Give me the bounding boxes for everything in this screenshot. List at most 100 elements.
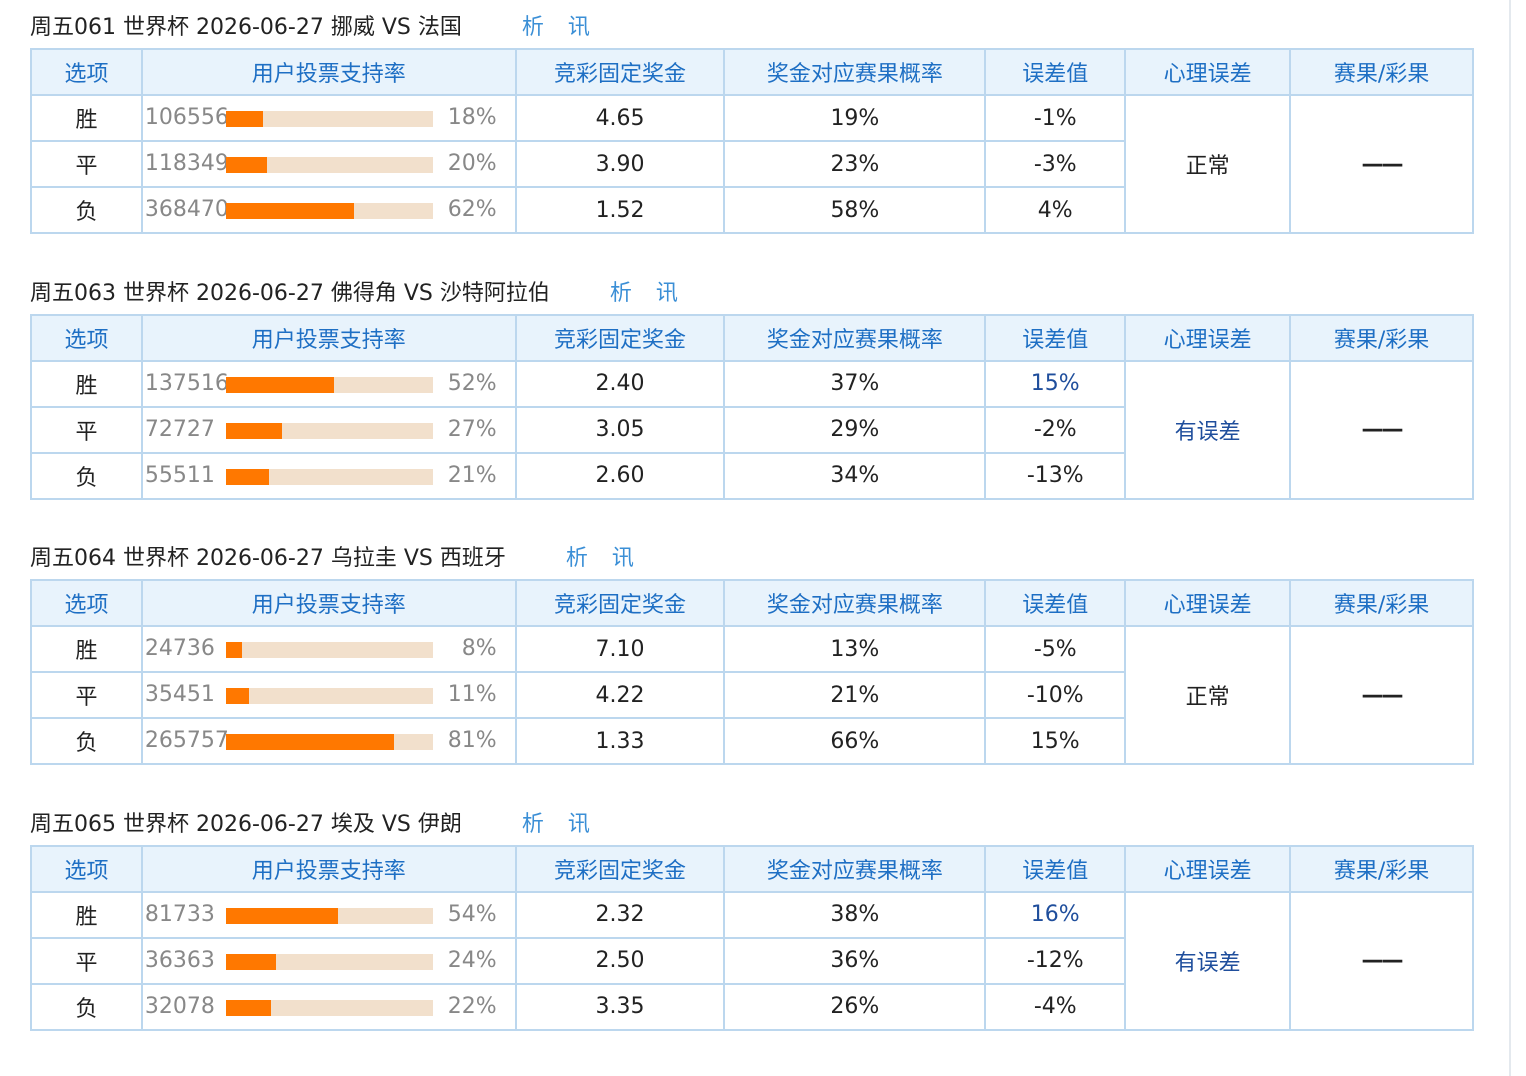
- support-percent: 27%: [447, 416, 497, 442]
- odds-cell: 4.22: [514, 671, 726, 719]
- support-percent: 20%: [447, 151, 497, 176]
- error-cell: 15%: [984, 717, 1127, 765]
- option-cell: 平: [30, 936, 143, 985]
- support-bar: [225, 111, 264, 127]
- header-cell: 误差值: [984, 48, 1127, 96]
- support-cell: 368470 62%: [140, 186, 517, 234]
- header-cell: 赛果/彩果: [1289, 579, 1474, 627]
- match-title-text: 周五063 世界杯 2026-06-27 佛得角 VS 沙特阿拉伯: [30, 280, 550, 306]
- vote-count: 35451: [144, 682, 215, 707]
- psych-cell: 有误差: [1124, 890, 1292, 1031]
- header-cell: 选项: [30, 844, 143, 893]
- analysis-link[interactable]: 析: [521, 811, 544, 837]
- header-cell: 奖金对应赛果概率: [723, 579, 987, 627]
- support-cell: 265757 81%: [140, 717, 517, 765]
- header-cell: 心理误差: [1124, 313, 1292, 362]
- support-bar: [225, 376, 334, 393]
- support-track: [225, 157, 433, 173]
- error-cell: 16%: [984, 890, 1127, 939]
- vote-count: 72727: [144, 416, 215, 442]
- analysis-link[interactable]: 析: [521, 15, 544, 40]
- data-row: 负 368470 62% 1.52 58% 4%: [30, 186, 1473, 234]
- header-cell: 用户投票支持率: [140, 844, 517, 893]
- data-row: 负 55511 21% 2.60 34% -13%: [30, 451, 1473, 500]
- odds-cell: 1.33: [514, 717, 726, 765]
- error-cell: -2%: [984, 405, 1127, 454]
- psych-cell: 有误差: [1124, 359, 1292, 500]
- support-cell: 36363 24%: [140, 936, 517, 985]
- odds-cell: 4.65: [514, 94, 726, 142]
- header-cell: 误差值: [984, 579, 1127, 627]
- vote-count: 55511: [144, 462, 215, 488]
- option-cell: 负: [30, 717, 143, 765]
- prob-cell: 38%: [723, 890, 987, 939]
- analysis-link[interactable]: 析: [565, 546, 588, 571]
- support-track: [225, 734, 433, 750]
- support-bar: [225, 468, 270, 485]
- news-link[interactable]: 讯: [567, 811, 590, 837]
- prob-cell: 29%: [723, 405, 987, 454]
- scrollbar-edge: [1509, 0, 1511, 1076]
- result-cell: ——: [1289, 890, 1474, 1031]
- option-cell: 平: [30, 140, 143, 188]
- header-cell: 奖金对应赛果概率: [723, 844, 987, 893]
- header-row: 选项 用户投票支持率 竞彩固定奖金 奖金对应赛果概率 误差值 心理误差 赛果/彩果: [30, 579, 1474, 627]
- odds-cell: 1.52: [514, 186, 726, 234]
- odds-cell: 2.32: [514, 890, 726, 939]
- support-bar: [225, 203, 355, 219]
- match-title-text: 周五061 世界杯 2026-06-27 挪威 VS 法国: [30, 15, 462, 40]
- vote-count: 32078: [144, 993, 215, 1019]
- match-title: 周五064 世界杯 2026-06-27 乌拉圭 VS 西班牙 析讯: [30, 539, 634, 579]
- data-row: 平 35451 11% 4.22 21% -10%: [30, 671, 1473, 719]
- header-cell: 竞彩固定奖金: [514, 48, 726, 96]
- psych-cell: 正常: [1124, 625, 1292, 765]
- match-table: 选项 用户投票支持率 竞彩固定奖金 奖金对应赛果概率 误差值 心理误差 赛果/彩果胜 1375…: [30, 313, 1474, 500]
- odds-cell: 3.90: [514, 140, 726, 188]
- support-bar: [225, 999, 272, 1016]
- support-bar: [225, 907, 338, 924]
- news-link[interactable]: 讯: [611, 546, 634, 571]
- header-row: 选项 用户投票支持率 竞彩固定奖金 奖金对应赛果概率 误差值 心理误差 赛果/彩果: [30, 313, 1474, 362]
- match-title: 周五063 世界杯 2026-06-27 佛得角 VS 沙特阿拉伯 析讯: [30, 274, 678, 314]
- vote-count: 106556: [144, 105, 229, 130]
- option-cell: 胜: [30, 890, 143, 939]
- analysis-link[interactable]: 析: [609, 280, 632, 306]
- prob-cell: 66%: [723, 717, 987, 765]
- vote-count: 137516: [144, 370, 229, 396]
- support-cell: 81733 54%: [140, 890, 517, 939]
- support-cell: 72727 27%: [140, 405, 517, 454]
- match-title: 周五065 世界杯 2026-06-27 埃及 VS 伊朗 析讯: [30, 805, 590, 845]
- support-track: [225, 111, 433, 127]
- support-cell: 106556 18%: [140, 94, 517, 142]
- data-row: 平 36363 24% 2.50 36% -12%: [30, 936, 1473, 985]
- data-row: 负 265757 81% 1.33 66% 15%: [30, 717, 1473, 765]
- support-bar: [225, 953, 276, 970]
- header-cell: 心理误差: [1124, 844, 1292, 893]
- header-row: 选项 用户投票支持率 竞彩固定奖金 奖金对应赛果概率 误差值 心理误差 赛果/彩果: [30, 844, 1474, 893]
- support-bar: [225, 642, 243, 658]
- support-bar: [225, 688, 249, 704]
- match-title-text: 周五065 世界杯 2026-06-27 埃及 VS 伊朗: [30, 811, 462, 837]
- support-track: [225, 203, 433, 219]
- support-track: [225, 907, 433, 924]
- header-row: 选项 用户投票支持率 竞彩固定奖金 奖金对应赛果概率 误差值 心理误差 赛果/彩果: [30, 48, 1474, 96]
- prob-cell: 37%: [723, 359, 987, 408]
- support-cell: 24736 8%: [140, 625, 517, 673]
- header-cell: 用户投票支持率: [140, 579, 517, 627]
- news-link[interactable]: 讯: [655, 280, 678, 306]
- vote-count: 368470: [144, 197, 229, 222]
- support-cell: 137516 52%: [140, 359, 517, 408]
- odds-cell: 3.05: [514, 405, 726, 454]
- news-link[interactable]: 讯: [567, 15, 590, 40]
- header-cell: 赛果/彩果: [1289, 844, 1474, 893]
- header-cell: 选项: [30, 48, 143, 96]
- prob-cell: 13%: [723, 625, 987, 673]
- psych-cell: 正常: [1124, 94, 1292, 234]
- error-cell: -10%: [984, 671, 1127, 719]
- error-cell: 15%: [984, 359, 1127, 408]
- header-cell: 用户投票支持率: [140, 48, 517, 96]
- support-percent: 18%: [447, 105, 497, 130]
- match-table: 选项 用户投票支持率 竞彩固定奖金 奖金对应赛果概率 误差值 心理误差 赛果/彩果胜 2473…: [30, 579, 1474, 765]
- error-cell: -13%: [984, 451, 1127, 500]
